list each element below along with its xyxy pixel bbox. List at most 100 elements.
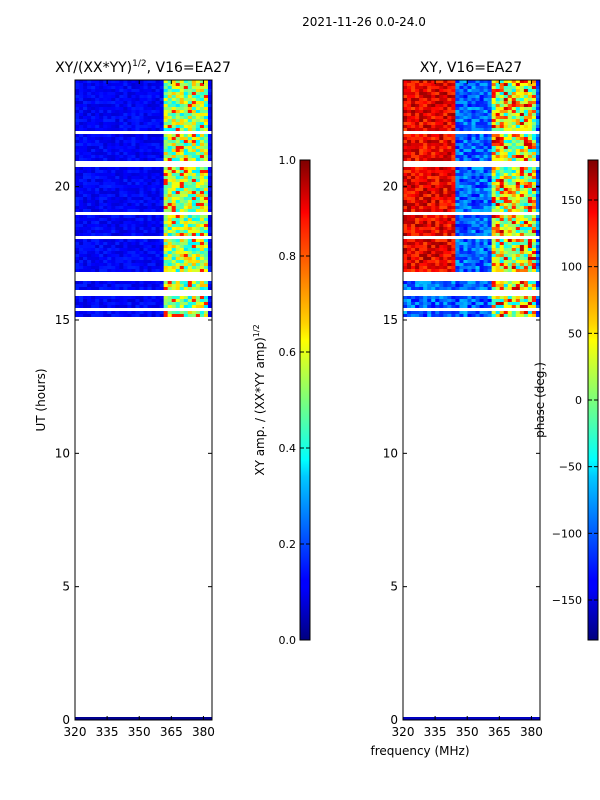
heatmap-cell bbox=[207, 257, 213, 260]
heatmap-cell bbox=[159, 194, 165, 197]
heatmap-cell bbox=[463, 260, 468, 263]
heatmap-cell bbox=[403, 119, 408, 122]
heatmap-cell bbox=[135, 314, 140, 317]
heatmap-cell bbox=[91, 206, 96, 209]
heatmap-cell bbox=[487, 86, 493, 89]
heatmap-cell bbox=[431, 227, 436, 230]
heatmap-cell bbox=[123, 110, 128, 113]
heatmap-cell bbox=[535, 104, 541, 107]
heatmap-cell bbox=[495, 152, 501, 155]
heatmap-cell bbox=[447, 146, 452, 149]
heatmap-cell bbox=[491, 200, 497, 203]
heatmap-cell bbox=[183, 152, 189, 155]
heatmap-cell bbox=[455, 152, 460, 155]
heatmap-cell bbox=[479, 182, 484, 185]
heatmap-cell bbox=[527, 122, 533, 125]
heatmap-cell bbox=[91, 251, 96, 254]
heatmap-cell bbox=[79, 188, 84, 191]
heatmap-cell bbox=[419, 209, 424, 212]
heatmap-cell bbox=[403, 239, 408, 242]
heatmap-cell bbox=[435, 206, 440, 209]
heatmap-cell bbox=[167, 155, 173, 158]
heatmap-cell bbox=[495, 179, 501, 182]
heatmap-cell bbox=[447, 233, 452, 236]
heatmap-cell bbox=[119, 119, 124, 122]
heatmap-cell bbox=[471, 143, 476, 146]
heatmap-cell bbox=[115, 302, 120, 305]
heatmap-cell bbox=[95, 224, 100, 227]
heatmap-cell bbox=[431, 143, 436, 146]
heatmap-cell bbox=[91, 173, 96, 176]
heatmap-cell bbox=[423, 86, 428, 89]
heatmap-cell bbox=[95, 116, 100, 119]
heatmap-cell bbox=[519, 152, 525, 155]
heatmap-cell bbox=[491, 152, 497, 155]
heatmap-cell bbox=[95, 227, 100, 230]
heatmap-cell bbox=[503, 119, 509, 122]
heatmap-cell bbox=[411, 239, 416, 242]
heatmap-cell bbox=[439, 260, 444, 263]
heatmap-cell bbox=[99, 221, 104, 224]
heatmap-cell bbox=[511, 101, 517, 104]
heatmap-cell bbox=[151, 98, 156, 101]
heatmap-cell bbox=[411, 143, 416, 146]
heatmap-cell bbox=[503, 176, 509, 179]
heatmap-cell bbox=[107, 203, 112, 206]
heatmap-cell bbox=[483, 179, 489, 182]
heatmap-cell bbox=[415, 155, 420, 158]
heatmap-cell bbox=[451, 149, 456, 152]
heatmap-cell bbox=[487, 197, 493, 200]
heatmap-cell bbox=[183, 305, 189, 308]
heatmap-cell bbox=[443, 134, 448, 137]
heatmap-cell bbox=[111, 281, 116, 284]
heatmap-cell bbox=[447, 254, 452, 257]
heatmap-cell bbox=[87, 242, 92, 245]
heatmap-cell bbox=[123, 107, 128, 110]
heatmap-cell bbox=[471, 218, 476, 221]
heatmap-cell bbox=[459, 314, 464, 317]
heatmap-cell bbox=[479, 179, 484, 182]
colorbar-tick-label: −50 bbox=[559, 461, 582, 474]
heatmap-cell bbox=[191, 227, 197, 230]
heatmap-cell bbox=[95, 251, 100, 254]
heatmap-cell bbox=[195, 215, 201, 218]
heatmap-cell bbox=[447, 110, 452, 113]
heatmap-cell bbox=[83, 104, 88, 107]
heatmap-cell bbox=[499, 302, 505, 305]
heatmap-cell bbox=[191, 206, 197, 209]
heatmap-cell bbox=[459, 188, 464, 191]
heatmap-cell bbox=[179, 89, 185, 92]
heatmap-cell bbox=[419, 146, 424, 149]
heatmap-cell bbox=[459, 80, 464, 83]
heatmap-cell bbox=[79, 305, 84, 308]
heatmap-cell bbox=[491, 215, 497, 218]
heatmap-cell bbox=[523, 257, 529, 260]
heatmap-cell bbox=[115, 263, 120, 266]
heatmap-cell bbox=[511, 230, 517, 233]
heatmap-cell bbox=[451, 197, 456, 200]
heatmap-cell bbox=[119, 260, 124, 263]
heatmap-cell bbox=[423, 233, 428, 236]
heatmap-cell bbox=[515, 116, 521, 119]
heatmap-cell bbox=[415, 146, 420, 149]
heatmap-cell bbox=[531, 83, 537, 86]
heatmap-cell bbox=[115, 248, 120, 251]
heatmap-cell bbox=[511, 158, 517, 161]
heatmap-cell bbox=[463, 182, 468, 185]
heatmap-cell bbox=[459, 284, 464, 287]
heatmap-cell bbox=[91, 128, 96, 131]
heatmap-cell bbox=[87, 203, 92, 206]
heatmap-cell bbox=[511, 98, 517, 101]
heatmap-cell bbox=[407, 203, 412, 206]
heatmap-cell bbox=[503, 248, 509, 251]
heatmap-cell bbox=[479, 110, 484, 113]
heatmap-cell bbox=[403, 146, 408, 149]
heatmap-cell bbox=[167, 245, 173, 248]
heatmap-cell bbox=[111, 194, 116, 197]
heatmap-cell bbox=[127, 125, 132, 128]
heatmap-cell bbox=[507, 173, 513, 176]
heatmap-cell bbox=[99, 311, 104, 314]
heatmap-cell bbox=[407, 314, 412, 317]
heatmap-cell bbox=[95, 218, 100, 221]
heatmap-cell bbox=[519, 215, 525, 218]
